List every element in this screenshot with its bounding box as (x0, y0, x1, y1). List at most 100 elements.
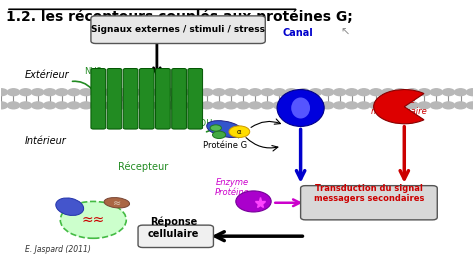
Text: 1.2. les récepteurs couplés aux protéines G;: 1.2. les récepteurs couplés aux protéine… (6, 9, 353, 24)
Circle shape (31, 89, 44, 95)
Ellipse shape (207, 121, 244, 138)
Circle shape (80, 89, 92, 95)
Circle shape (152, 89, 164, 95)
Circle shape (55, 89, 68, 95)
Circle shape (297, 102, 310, 109)
Circle shape (60, 201, 126, 238)
Circle shape (466, 89, 474, 95)
Circle shape (321, 102, 334, 109)
Circle shape (225, 102, 237, 109)
Circle shape (418, 89, 430, 95)
Text: Intérieur: Intérieur (25, 136, 67, 146)
Circle shape (128, 102, 140, 109)
Text: ≈≈: ≈≈ (82, 213, 105, 227)
Text: Canal: Canal (283, 28, 314, 38)
FancyBboxPatch shape (91, 69, 106, 129)
Circle shape (394, 89, 406, 95)
Circle shape (176, 89, 189, 95)
Text: ↖: ↖ (341, 28, 350, 38)
Circle shape (19, 89, 32, 95)
Circle shape (430, 102, 443, 109)
Circle shape (128, 89, 140, 95)
Circle shape (68, 89, 80, 95)
Text: Signaux externes / stimuli / stress: Signaux externes / stimuli / stress (91, 25, 265, 34)
Text: Transduction du signal
messagers secondaires: Transduction du signal messagers seconda… (314, 184, 424, 203)
Circle shape (164, 89, 177, 95)
Ellipse shape (291, 97, 310, 119)
Text: Récepteur: Récepteur (118, 162, 168, 172)
Circle shape (442, 89, 455, 95)
FancyBboxPatch shape (172, 69, 186, 129)
Circle shape (334, 102, 346, 109)
Circle shape (261, 102, 273, 109)
FancyBboxPatch shape (155, 69, 170, 129)
Circle shape (310, 89, 322, 95)
Text: ≈: ≈ (113, 198, 121, 208)
Circle shape (237, 89, 249, 95)
Circle shape (140, 89, 153, 95)
Circle shape (7, 102, 19, 109)
Text: COOH: COOH (188, 119, 213, 127)
Circle shape (55, 102, 68, 109)
Circle shape (358, 102, 370, 109)
Circle shape (68, 102, 80, 109)
Circle shape (297, 89, 310, 95)
Circle shape (321, 89, 334, 95)
Circle shape (249, 89, 261, 95)
Circle shape (116, 102, 128, 109)
Circle shape (0, 89, 8, 95)
Circle shape (92, 89, 104, 95)
FancyBboxPatch shape (138, 225, 213, 247)
Circle shape (210, 125, 221, 131)
Text: Enzyme
Protéine: Enzyme Protéine (215, 178, 250, 197)
Ellipse shape (236, 191, 271, 212)
Circle shape (455, 89, 467, 95)
Circle shape (261, 89, 273, 95)
FancyBboxPatch shape (123, 69, 138, 129)
Circle shape (370, 89, 382, 95)
Circle shape (237, 102, 249, 109)
Circle shape (430, 89, 443, 95)
Text: Protéine G: Protéine G (203, 141, 247, 150)
Circle shape (19, 102, 32, 109)
Text: NH2: NH2 (84, 67, 102, 76)
Circle shape (176, 102, 189, 109)
Circle shape (285, 102, 298, 109)
Circle shape (466, 102, 474, 109)
Circle shape (382, 89, 394, 95)
Ellipse shape (104, 198, 129, 208)
Circle shape (406, 89, 419, 95)
Circle shape (189, 102, 201, 109)
Circle shape (229, 126, 250, 138)
Circle shape (152, 102, 164, 109)
Circle shape (164, 102, 177, 109)
Circle shape (334, 89, 346, 95)
Circle shape (310, 102, 322, 109)
Circle shape (406, 102, 419, 109)
Text: E. Jaspard (2011): E. Jaspard (2011) (25, 245, 91, 254)
FancyBboxPatch shape (301, 186, 438, 220)
Circle shape (273, 89, 285, 95)
Circle shape (358, 89, 370, 95)
Circle shape (116, 89, 128, 95)
Circle shape (249, 102, 261, 109)
Circle shape (285, 89, 298, 95)
Circle shape (225, 89, 237, 95)
Circle shape (92, 102, 104, 109)
Circle shape (31, 102, 44, 109)
Text: Enzyme
membranaire: Enzyme membranaire (371, 96, 428, 115)
FancyBboxPatch shape (188, 69, 202, 129)
Circle shape (213, 102, 225, 109)
Circle shape (104, 102, 116, 109)
Circle shape (140, 102, 153, 109)
Circle shape (346, 89, 358, 95)
Circle shape (273, 102, 285, 109)
Circle shape (213, 89, 225, 95)
Circle shape (44, 102, 56, 109)
Circle shape (44, 89, 56, 95)
Circle shape (382, 102, 394, 109)
Circle shape (418, 102, 430, 109)
Ellipse shape (56, 198, 83, 215)
Circle shape (7, 89, 19, 95)
FancyBboxPatch shape (107, 69, 122, 129)
